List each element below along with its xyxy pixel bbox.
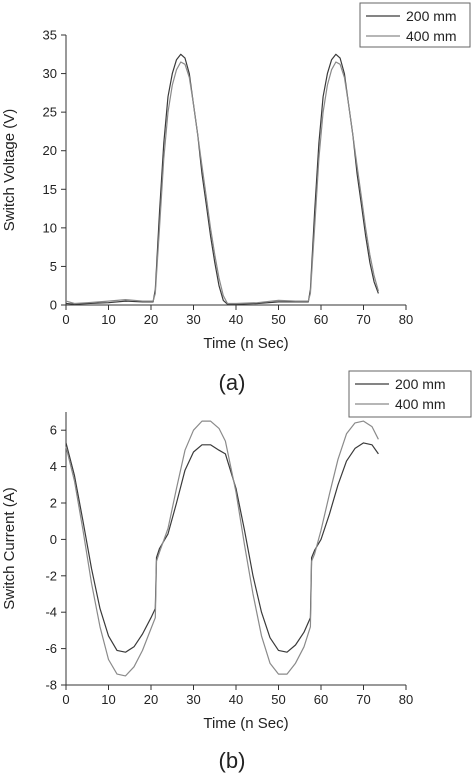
- x-tick-label: 20: [144, 692, 158, 707]
- x-tick-label: 0: [62, 312, 69, 327]
- x-tick-label: 10: [101, 312, 115, 327]
- x-axis-title: Time (n Sec): [203, 715, 288, 732]
- y-tick-label: -2: [45, 568, 57, 583]
- y-tick-label: -6: [45, 641, 57, 656]
- chart-panel-b: 0 10 20 30 40 50 60 70 80 -8 -6 -4 -2 0 2 4 6 Time (n Sec…: [1, 370, 472, 773]
- legend-box: [348, 370, 472, 418]
- y-tick-label: 20: [43, 143, 57, 158]
- chart-panel-a: 0 10 20 30 40 50 60 70 80 0 5 10 15 20 25 30 35 Time (n S…: [1, 2, 471, 395]
- series-line-400-mm: [65, 61, 379, 305]
- y-tick-label: 10: [43, 220, 57, 235]
- x-tick-label: 30: [186, 312, 200, 327]
- x-tick-label: 40: [229, 692, 243, 707]
- panel-label: (b): [219, 748, 246, 773]
- y-tick-label: -8: [45, 678, 57, 693]
- series-line-200-mm: [65, 53, 379, 305]
- series-line-400-mm: [65, 420, 379, 677]
- x-tick-label: 30: [186, 692, 200, 707]
- x-tick-label: 60: [314, 312, 328, 327]
- x-axis-title: Time (n Sec): [203, 335, 288, 352]
- x-tick-label: 80: [399, 312, 413, 327]
- panel-label: (a): [219, 370, 246, 395]
- x-tick-label: 40: [229, 312, 243, 327]
- x-tick-label: 80: [399, 692, 413, 707]
- x-tick-label: 50: [271, 692, 285, 707]
- x-tick-label: 70: [356, 312, 370, 327]
- y-tick-label: 15: [43, 182, 57, 197]
- legend-entry: 400 mm: [406, 28, 457, 44]
- legend-entry: 200 mm: [406, 8, 457, 24]
- legend-entry: 400 mm: [395, 396, 446, 412]
- x-tick-label: 10: [101, 692, 115, 707]
- y-tick-label: 6: [50, 423, 57, 438]
- x-tick-label: 50: [271, 312, 285, 327]
- series-line-200-mm: [65, 442, 379, 653]
- legend-entry: 200 mm: [395, 376, 446, 392]
- y-tick-label: 0: [50, 532, 57, 547]
- x-tick-label: 0: [62, 692, 69, 707]
- y-axis-title: Switch Voltage (V): [1, 109, 18, 232]
- y-axis-title: Switch Current (A): [1, 487, 18, 610]
- y-tick-label: 5: [50, 259, 57, 274]
- x-tick-label: 20: [144, 312, 158, 327]
- y-tick-label: 0: [50, 298, 57, 313]
- legend: 200 mm 400 mm: [348, 370, 472, 418]
- y-tick-label: 25: [43, 105, 57, 120]
- legend-box: [359, 2, 471, 48]
- x-tick-label: 60: [314, 692, 328, 707]
- legend: 200 mm 400 mm: [359, 2, 471, 48]
- y-tick-label: 4: [50, 459, 57, 474]
- x-tick-label: 70: [356, 692, 370, 707]
- y-tick-label: 2: [50, 496, 57, 511]
- y-tick-label: 35: [43, 28, 57, 43]
- y-tick-label: 30: [43, 66, 57, 81]
- y-tick-label: -4: [45, 605, 57, 620]
